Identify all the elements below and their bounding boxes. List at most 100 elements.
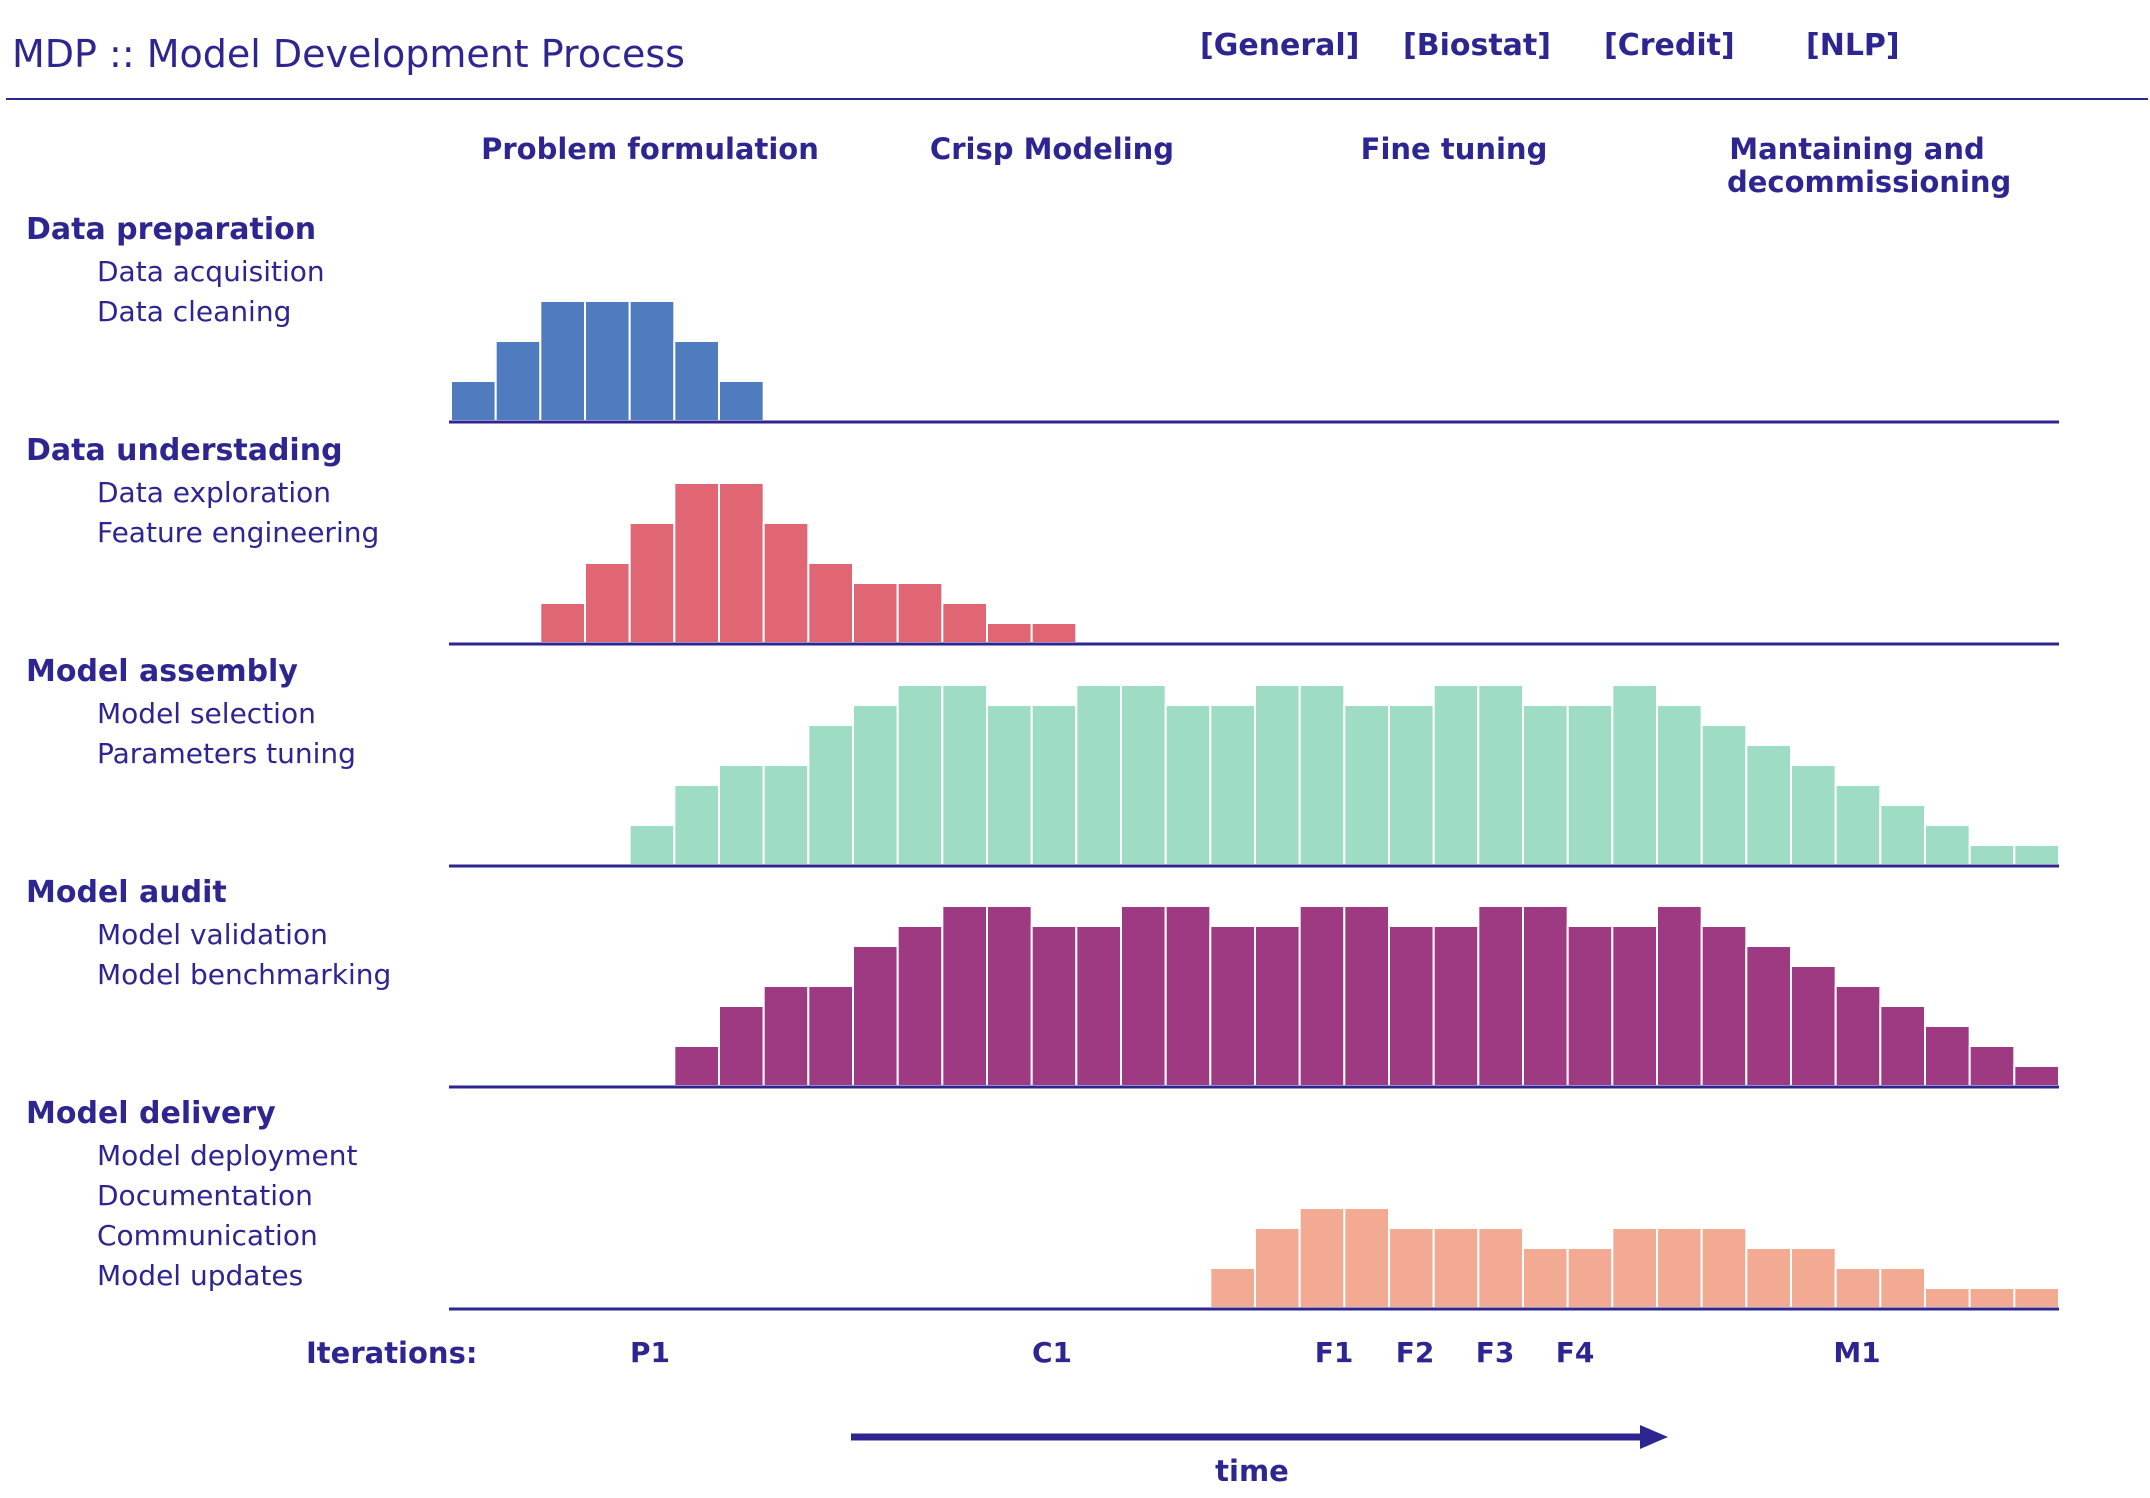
bar-4-23 [1432, 925, 1480, 1087]
bar-4-19 [1254, 925, 1301, 1087]
bar-2-4 [584, 562, 631, 644]
bar-4-7 [718, 1005, 765, 1087]
bar-4-17 [1164, 905, 1212, 1087]
bar-5-36 [2013, 1287, 2060, 1309]
bar-4-14 [1030, 925, 1078, 1087]
bar-5-26 [1566, 1247, 1614, 1309]
bar-5-24 [1477, 1227, 1524, 1309]
bar-5-34 [1924, 1287, 1971, 1309]
bar-3-20 [1298, 684, 1346, 866]
bar-5-28 [1656, 1227, 1703, 1309]
phase-problem-formulation: Problem formulation [481, 132, 819, 166]
tag-general[interactable]: [General] [1200, 28, 1360, 63]
bar-3-24 [1477, 684, 1524, 866]
page-title: MDP :: Model Development Process [12, 32, 685, 76]
bar-1-7 [718, 380, 765, 422]
bar-3-16 [1120, 684, 1167, 866]
bar-3-13 [986, 704, 1033, 866]
section-item: Documentation [97, 1179, 313, 1212]
bar-3-32 [1834, 784, 1882, 866]
bar-5-19 [1254, 1227, 1301, 1309]
bar-3-31 [1790, 764, 1837, 866]
time-arrow-head-icon [1640, 1425, 1668, 1449]
tag-biostat[interactable]: [Biostat] [1403, 28, 1551, 63]
section-item: Model deployment [97, 1139, 358, 1172]
bar-3-35 [1968, 844, 2016, 866]
section-item: Model benchmarking [97, 958, 392, 991]
bar-4-16 [1120, 905, 1167, 1087]
phase-fine-tuning: Fine tuning [1360, 132, 1548, 166]
bar-2-11 [896, 582, 944, 644]
bar-5-29 [1700, 1227, 1748, 1309]
bar-5-32 [1834, 1267, 1882, 1309]
iteration-m1: M1 [1833, 1336, 1881, 1369]
section-item: Model validation [97, 918, 328, 951]
bar-3-15 [1075, 684, 1122, 866]
bar-3-26 [1566, 704, 1614, 866]
iteration-f1: F1 [1314, 1336, 1354, 1369]
bar-5-20 [1298, 1207, 1346, 1309]
bar-1-5 [628, 300, 676, 422]
bar-4-12 [941, 905, 989, 1087]
iteration-p1: P1 [629, 1336, 671, 1369]
section-title-data-preparation: Data preparation [26, 212, 317, 247]
bar-4-30 [1745, 945, 1792, 1087]
bar-1-2 [494, 340, 542, 422]
bar-3-33 [1879, 804, 1926, 866]
bar-3-17 [1164, 704, 1212, 866]
bar-2-13 [986, 622, 1033, 644]
bar-4-28 [1656, 905, 1703, 1087]
bar-4-29 [1700, 925, 1748, 1087]
iteration-f2: F2 [1395, 1336, 1435, 1369]
bar-4-25 [1522, 905, 1569, 1087]
section-item: Feature engineering [97, 516, 380, 549]
bar-5-27 [1611, 1227, 1658, 1309]
section-item: Parameters tuning [97, 737, 356, 770]
bar-2-10 [852, 582, 899, 644]
section-item: Data acquisition [97, 255, 325, 288]
bar-2-5 [628, 522, 676, 644]
bar-3-30 [1745, 744, 1792, 866]
section-title-model-assembly: Model assembly [26, 654, 298, 689]
bar-3-5 [628, 824, 676, 866]
bar-4-27 [1611, 925, 1658, 1087]
section-title-model-delivery: Model delivery [26, 1096, 276, 1131]
bar-3-19 [1254, 684, 1301, 866]
bar-4-21 [1343, 905, 1390, 1087]
bar-3-18 [1209, 704, 1256, 866]
bar-4-22 [1388, 925, 1435, 1087]
bar-4-6 [673, 1045, 721, 1087]
section-item: Model selection [97, 697, 316, 730]
bar-4-24 [1477, 905, 1524, 1087]
bar-2-3 [539, 602, 587, 644]
bar-5-23 [1432, 1227, 1480, 1309]
bar-5-25 [1522, 1247, 1569, 1309]
bar-3-29 [1700, 724, 1748, 866]
bar-5-31 [1790, 1247, 1837, 1309]
bar-3-11 [896, 684, 944, 866]
bar-3-7 [718, 764, 765, 866]
bar-4-33 [1879, 1005, 1926, 1087]
bar-4-26 [1566, 925, 1614, 1087]
bar-4-18 [1209, 925, 1256, 1087]
section-item: Model updates [97, 1259, 304, 1292]
bar-4-9 [807, 985, 855, 1087]
section-item: Data cleaning [97, 295, 292, 328]
bar-4-8 [762, 985, 810, 1087]
tag-credit[interactable]: [Credit] [1604, 28, 1735, 63]
tag-nlp[interactable]: [NLP] [1806, 28, 1900, 63]
header-divider [6, 98, 2148, 100]
section-title-data-understanding: Data understading [26, 433, 343, 468]
section-item: Data exploration [97, 476, 332, 509]
bar-4-32 [1834, 985, 1882, 1087]
bar-4-15 [1075, 925, 1122, 1087]
bar-5-22 [1388, 1227, 1435, 1309]
time-axis-label: time [1215, 1454, 1289, 1488]
iterations-label: Iterations: [306, 1336, 478, 1370]
bar-4-20 [1298, 905, 1346, 1087]
section-title-model-audit: Model audit [26, 875, 227, 910]
iteration-f4: F4 [1555, 1336, 1595, 1369]
bar-4-31 [1790, 965, 1837, 1087]
bar-4-13 [986, 905, 1033, 1087]
